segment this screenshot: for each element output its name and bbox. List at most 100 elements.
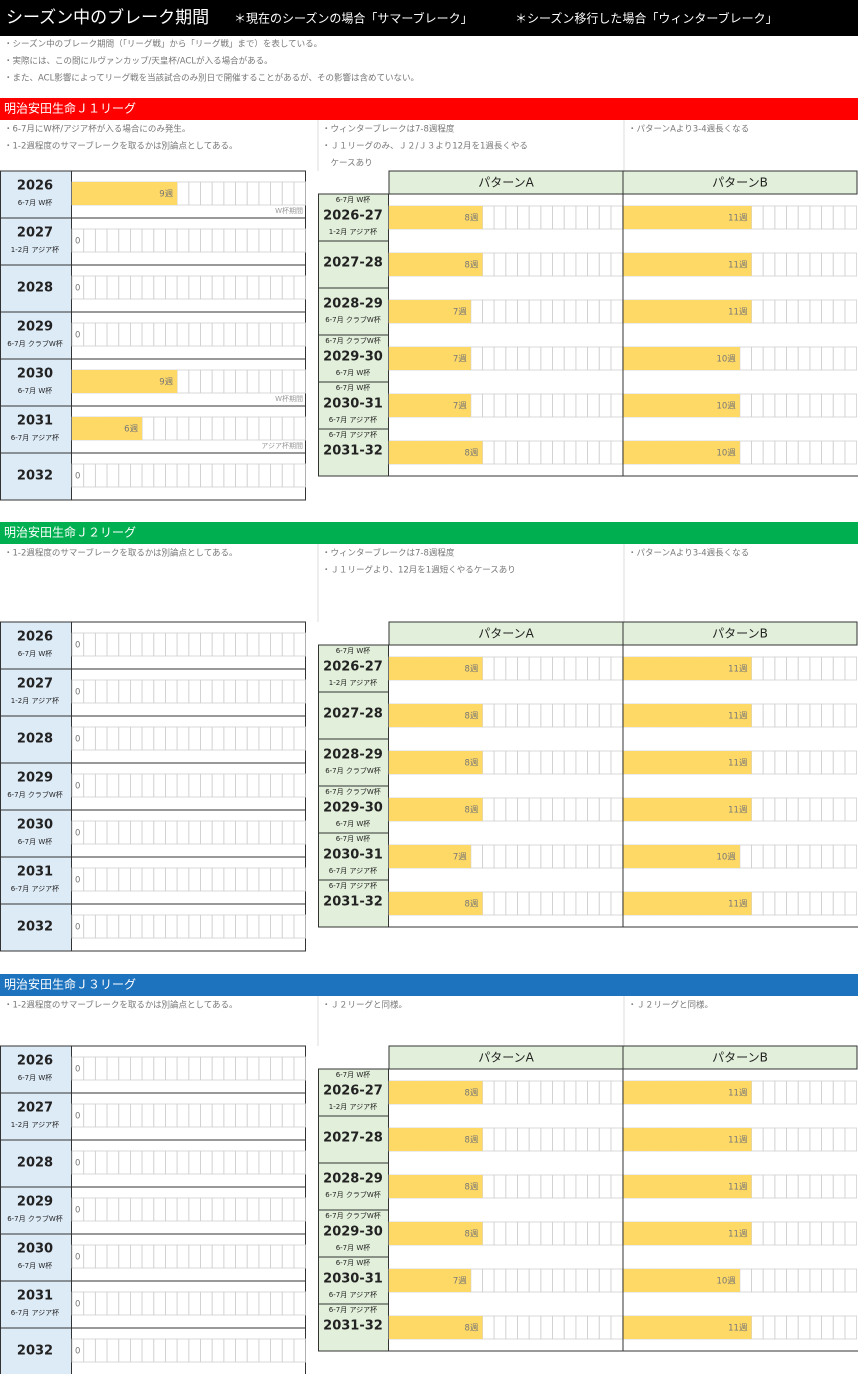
grid-cell xyxy=(129,1197,143,1222)
grid-cell xyxy=(797,797,811,822)
grid-cell xyxy=(165,1150,178,1175)
section-bar xyxy=(0,98,858,120)
grid-cell xyxy=(610,844,623,869)
grid-cell xyxy=(739,844,752,869)
week-label: 0 xyxy=(75,923,80,933)
season-cell xyxy=(318,738,389,787)
grid-cell xyxy=(176,726,190,751)
season: 2028-29 xyxy=(323,1172,383,1187)
grid-cell xyxy=(832,252,846,277)
season-event: 6-7月 W杯 xyxy=(336,819,371,828)
season-cell xyxy=(318,428,389,477)
grid-cell xyxy=(235,228,248,253)
grid-cell xyxy=(563,299,577,324)
grid-cell xyxy=(176,181,190,206)
grid-cell xyxy=(129,867,143,892)
grid-cell xyxy=(587,703,600,728)
season-event: 6-7月 アジア杯 xyxy=(329,1290,377,1299)
grid-cell xyxy=(200,632,213,657)
grid-cell xyxy=(809,205,822,230)
grid-cell xyxy=(153,1338,166,1363)
grid-cell xyxy=(165,726,178,751)
grid-cell xyxy=(165,463,178,488)
grid-cell xyxy=(153,1291,166,1316)
grid-cell xyxy=(246,867,260,892)
grid-cell xyxy=(200,275,213,300)
grid-cell xyxy=(610,393,623,418)
grid-cell xyxy=(610,797,623,822)
week-label: 7週 xyxy=(453,853,467,863)
grid-cell xyxy=(493,1221,507,1246)
grid-cell xyxy=(517,750,530,775)
section-note: ・Ｊ１リーグより、12月を1週短くやるケースあり xyxy=(322,565,516,576)
grid-cell xyxy=(552,797,565,822)
grid-cell xyxy=(293,275,307,300)
grid-cell xyxy=(223,1338,236,1363)
grid-cell xyxy=(153,1056,166,1081)
season-event: 6-7月 クラブW杯 xyxy=(325,787,381,796)
grid-cell xyxy=(165,867,178,892)
grid-cell xyxy=(94,679,108,704)
grid-cell xyxy=(575,346,588,371)
grid-cell xyxy=(493,393,507,418)
grid-cell xyxy=(587,797,600,822)
grid-cell xyxy=(106,322,120,347)
header-bar xyxy=(0,0,858,36)
grid-cell xyxy=(258,1197,271,1222)
grid-cell xyxy=(200,369,213,394)
grid-cell xyxy=(493,299,507,324)
grid-cell xyxy=(832,1315,846,1340)
grid-cell xyxy=(153,322,166,347)
grid-cell xyxy=(762,393,776,418)
grid-cell xyxy=(821,1127,834,1152)
grid-cell xyxy=(270,1103,283,1128)
week-label: 0 xyxy=(75,829,80,839)
week-label: 0 xyxy=(75,1300,80,1310)
grid-cell xyxy=(821,440,834,465)
grid-cell xyxy=(211,1103,225,1128)
grid-cell xyxy=(235,1291,248,1316)
year-cell xyxy=(0,1186,72,1235)
grid-cell xyxy=(598,1080,612,1105)
grid-cell xyxy=(106,867,120,892)
week-label: 11週 xyxy=(728,712,748,722)
grid-cell xyxy=(598,797,612,822)
season-cell xyxy=(318,193,389,242)
year-cell xyxy=(0,856,72,905)
week-bar xyxy=(623,1316,752,1339)
grid-cell xyxy=(281,1338,295,1363)
week-label: 8週 xyxy=(465,665,479,675)
section-note: ・1-2週程度のサマーブレークを取るかは別論点としてある。 xyxy=(4,141,238,152)
grid-cell xyxy=(83,1244,96,1269)
week-bar xyxy=(389,441,483,464)
grid-cell xyxy=(762,797,776,822)
grid-cell xyxy=(176,463,190,488)
grid-cell xyxy=(797,750,811,775)
year-event: 6-7月 アジア杯 xyxy=(11,433,59,442)
grid-cell xyxy=(809,703,822,728)
section-note: ・Ｊ１リーグのみ、Ｊ２/Ｊ３より12月を1週長くやる xyxy=(322,141,528,152)
grid-cell xyxy=(118,914,131,939)
grid-cell xyxy=(774,891,787,916)
grid-cell xyxy=(223,820,236,845)
grid-cell xyxy=(517,1315,530,1340)
grid-cell xyxy=(786,1080,799,1105)
grid-cell xyxy=(844,346,857,371)
grid-cell xyxy=(211,322,225,347)
grid-cell xyxy=(552,1127,565,1152)
grid-cell xyxy=(293,1150,307,1175)
grid-cell xyxy=(482,1080,495,1105)
grid-cell xyxy=(188,1244,201,1269)
grid-cell xyxy=(153,463,166,488)
grid-cell xyxy=(129,773,143,798)
grid-cell xyxy=(786,750,799,775)
grid-cell xyxy=(505,656,518,681)
grid-cell xyxy=(94,867,108,892)
grid-cell xyxy=(281,726,295,751)
grid-cell xyxy=(118,820,131,845)
grid-cell xyxy=(246,1291,260,1316)
grid-cell xyxy=(106,726,120,751)
grid-cell xyxy=(809,797,822,822)
grid-cell xyxy=(598,252,612,277)
grid-cell xyxy=(470,844,483,869)
